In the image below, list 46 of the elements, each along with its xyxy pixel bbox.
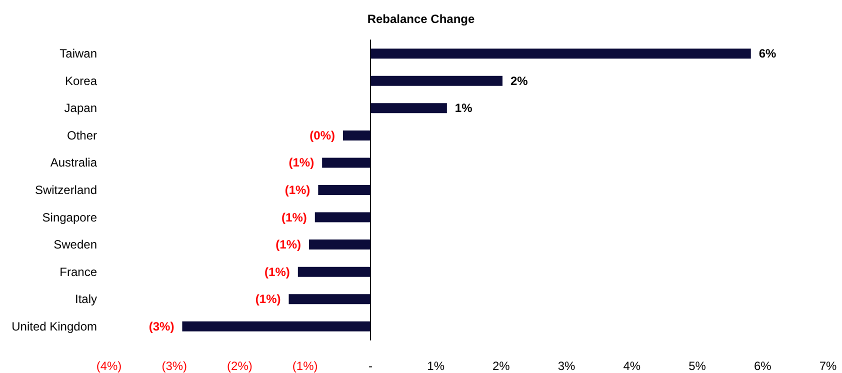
bar	[343, 130, 370, 140]
y-tick-label: Singapore	[42, 210, 98, 224]
x-tick-label: 1%	[427, 359, 445, 373]
y-tick-label: United Kingdom	[12, 319, 97, 334]
bar	[318, 185, 370, 195]
data-label: 2%	[510, 74, 528, 88]
y-tick-label: Italy	[74, 292, 97, 306]
x-tick-label: (3%)	[162, 359, 188, 373]
bar	[182, 321, 370, 332]
x-tick-label: (4%)	[96, 359, 122, 373]
data-label: (1%)	[276, 238, 302, 252]
bar	[370, 48, 751, 59]
bar	[370, 76, 502, 86]
bar	[298, 266, 370, 277]
y-tick-label: Other	[66, 128, 97, 142]
bar	[288, 294, 370, 304]
y-tick-label: France	[60, 264, 98, 279]
data-label: (1%)	[264, 264, 290, 279]
data-label: (1%)	[255, 292, 281, 306]
bar	[322, 158, 370, 168]
data-label: (1%)	[288, 156, 314, 170]
x-tick-label: 7%	[819, 359, 837, 373]
data-label: (1%)	[284, 183, 310, 197]
chart-title: Rebalance Change	[367, 12, 476, 26]
bar	[370, 103, 447, 114]
x-tick-label: 6%	[754, 359, 772, 373]
y-tick-label: Taiwan	[60, 46, 97, 61]
data-label: 1%	[454, 101, 473, 116]
data-label: 6%	[758, 46, 777, 61]
data-label: (0%)	[310, 128, 335, 142]
y-tick-label: Korea	[64, 74, 98, 88]
y-tick-label: Japan	[64, 101, 97, 116]
x-tick-label: (1%)	[292, 359, 318, 373]
y-tick-label: Sweden	[54, 238, 97, 252]
y-tick-label: Australia	[50, 156, 98, 170]
bar	[314, 212, 370, 222]
data-label: (3%)	[148, 319, 174, 334]
x-tick-label: 2%	[492, 359, 510, 373]
x-tick-label: 4%	[623, 359, 641, 373]
x-tick-label: 5%	[688, 359, 706, 373]
bar	[309, 240, 370, 250]
x-tick-label: 3%	[558, 359, 576, 373]
x-tick-label: -	[368, 359, 372, 373]
data-label: (1%)	[282, 210, 307, 224]
y-tick-label: Switzerland	[34, 183, 97, 197]
x-tick-label: (2%)	[227, 359, 252, 373]
